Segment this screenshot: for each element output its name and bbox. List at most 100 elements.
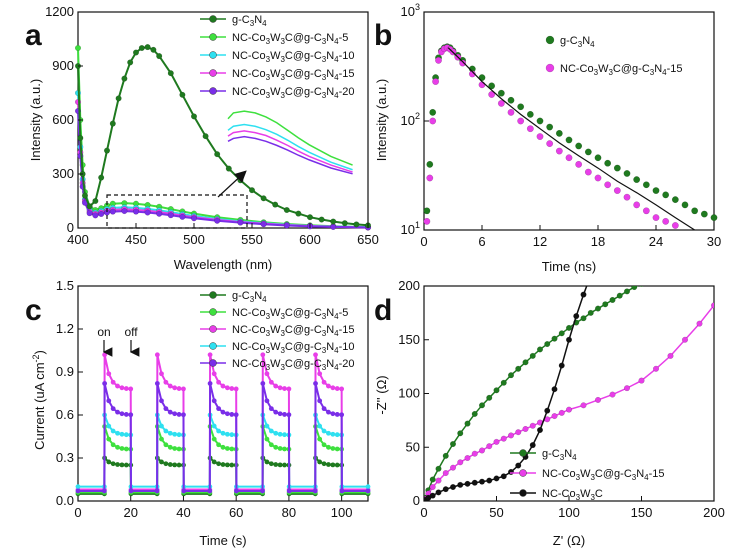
legend-label: NC-Co3W3C@g-C3N4-15 xyxy=(232,324,355,338)
data-point xyxy=(167,383,173,389)
data-point xyxy=(159,398,164,404)
data-point xyxy=(277,385,283,391)
data-point xyxy=(106,423,112,429)
data-point xyxy=(508,432,515,439)
data-point xyxy=(671,196,679,204)
legend-marker xyxy=(519,469,527,477)
data-point xyxy=(211,371,217,377)
data-point xyxy=(671,222,679,229)
data-point xyxy=(700,210,708,218)
data-point xyxy=(282,412,287,417)
data-point xyxy=(110,379,116,385)
data-point xyxy=(537,346,544,353)
data-point xyxy=(75,488,81,494)
data-point xyxy=(163,461,169,467)
data-point xyxy=(283,206,290,213)
data-point xyxy=(163,379,169,385)
data-point xyxy=(330,218,337,225)
data-point xyxy=(471,410,478,417)
x-tick-label: 100 xyxy=(558,505,580,520)
data-point xyxy=(330,431,336,437)
data-point xyxy=(488,82,496,90)
y-tick-label: 50 xyxy=(406,439,420,454)
y-tick-label: 101 xyxy=(401,220,420,237)
x-tick-label: 200 xyxy=(703,505,725,520)
data-point xyxy=(273,383,279,389)
data-point xyxy=(307,214,314,221)
series-line xyxy=(78,354,368,491)
data-point xyxy=(546,123,554,131)
y-tick-label: 0 xyxy=(413,493,420,508)
panel-c-ylabel: Current (uA cm-2) xyxy=(31,350,47,450)
legend-label: g-C3N4 xyxy=(232,14,267,28)
panel-d-xlabel: Z' (Ω) xyxy=(553,533,585,548)
data-point xyxy=(609,391,616,398)
x-tick-label: 80 xyxy=(282,505,296,520)
data-point xyxy=(144,44,151,51)
data-point xyxy=(167,430,173,436)
data-point xyxy=(234,488,239,494)
data-point xyxy=(565,136,573,144)
data-point xyxy=(121,208,128,215)
data-point xyxy=(435,465,442,472)
inset-line xyxy=(227,123,353,171)
data-point xyxy=(154,381,160,386)
data-point xyxy=(517,117,525,125)
data-point xyxy=(330,462,336,468)
data-point xyxy=(317,423,323,429)
series-line xyxy=(424,286,639,499)
x-tick-label: 600 xyxy=(299,232,321,247)
x-tick-label: 500 xyxy=(183,232,205,247)
data-point xyxy=(159,436,164,442)
data-point xyxy=(497,89,505,97)
legend-marker xyxy=(545,35,555,45)
data-point xyxy=(224,411,230,417)
data-point xyxy=(214,151,221,158)
data-point xyxy=(432,78,439,85)
data-point xyxy=(642,207,650,215)
data-point xyxy=(214,217,221,224)
data-point xyxy=(229,432,235,438)
data-point xyxy=(334,432,340,438)
panel-c-xlabel: Time (s) xyxy=(199,533,246,548)
data-point xyxy=(365,488,371,494)
data-point xyxy=(207,381,213,386)
data-point xyxy=(464,480,471,487)
data-point xyxy=(138,45,145,52)
data-point xyxy=(229,462,235,468)
series-line xyxy=(78,383,368,492)
data-point xyxy=(282,432,287,438)
data-point xyxy=(515,429,522,436)
data-point xyxy=(115,409,120,415)
inset-line xyxy=(227,135,353,175)
data-point xyxy=(457,430,464,437)
data-point xyxy=(429,117,437,125)
series-line xyxy=(78,414,368,488)
legend-marker xyxy=(545,63,555,73)
panel-d-legend: g-C3N4 NC-Co3W3C@g-C3N4-15 NC-Co3W3C xyxy=(510,448,665,502)
data-point xyxy=(115,462,120,467)
data-point xyxy=(119,446,125,451)
data-point xyxy=(642,181,650,189)
zoom-arrow xyxy=(217,170,247,198)
data-point xyxy=(365,484,371,490)
data-point xyxy=(123,462,129,468)
data-point xyxy=(123,386,129,391)
data-point xyxy=(102,352,108,358)
data-point xyxy=(181,488,187,494)
data-point xyxy=(435,489,442,496)
data-point xyxy=(277,411,283,417)
x-tick-label: 400 xyxy=(67,232,89,247)
legend-label: NC-Co3W3C@g-C3N4-5 xyxy=(232,307,348,321)
data-point xyxy=(277,431,283,437)
data-point xyxy=(479,478,486,485)
panel-a-chart: 400 450 500 550 600 650 0 300 600 900 1200 Wavelen… xyxy=(28,4,379,272)
data-point xyxy=(435,477,442,484)
data-point xyxy=(237,219,244,226)
data-point xyxy=(522,425,529,432)
data-point xyxy=(662,191,670,199)
data-point xyxy=(493,475,500,482)
data-point xyxy=(115,430,120,436)
x-tick-label: 20 xyxy=(123,505,137,520)
data-point xyxy=(216,406,222,412)
